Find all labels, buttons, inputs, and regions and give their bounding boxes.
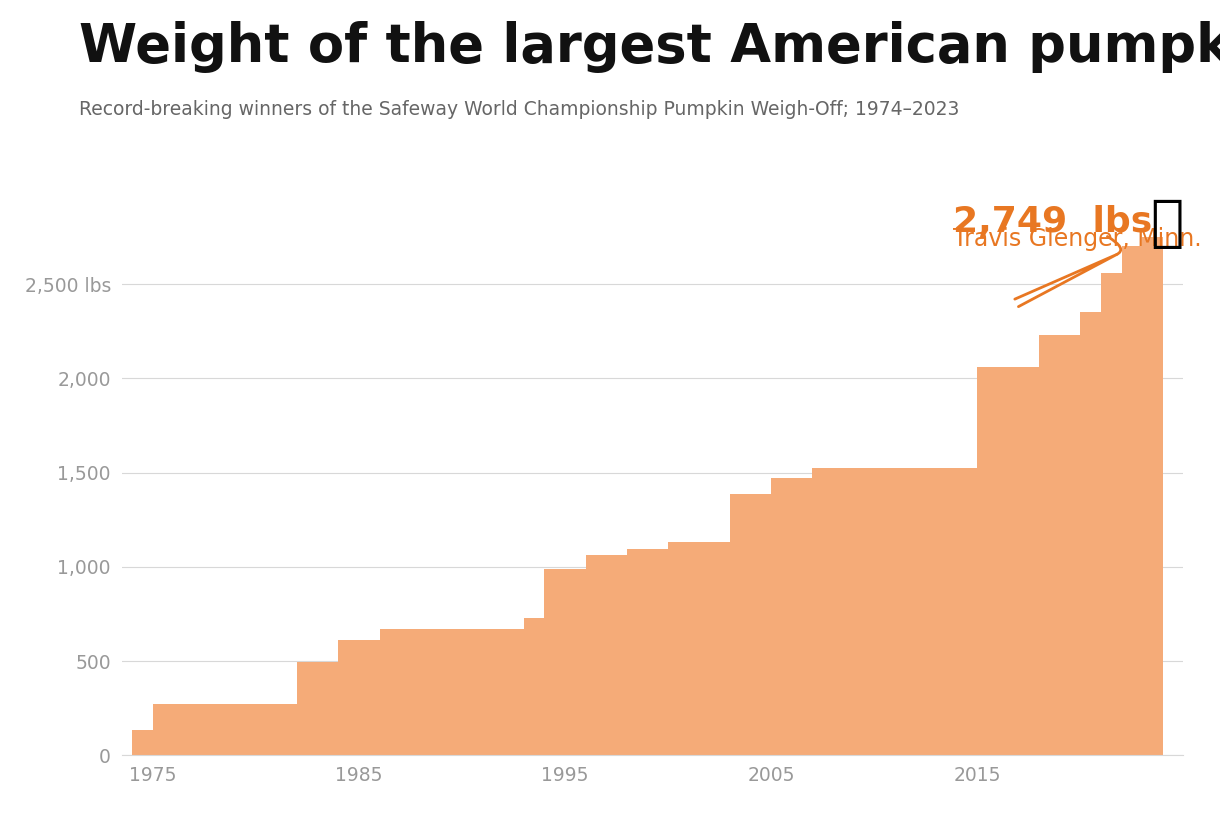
- Bar: [977, 368, 998, 755]
- Bar: [606, 555, 627, 755]
- Bar: [298, 662, 317, 755]
- Bar: [152, 704, 173, 755]
- Bar: [1060, 335, 1081, 755]
- Bar: [730, 494, 750, 755]
- Bar: [1121, 246, 1142, 755]
- Bar: [504, 629, 523, 755]
- Bar: [936, 468, 956, 755]
- Bar: [317, 662, 338, 755]
- Bar: [689, 542, 709, 755]
- Text: 2,749  lbs: 2,749 lbs: [953, 205, 1152, 239]
- Bar: [1081, 312, 1100, 755]
- Bar: [1100, 273, 1121, 755]
- Bar: [442, 629, 462, 755]
- Text: Weight of the largest American pumpkin: Weight of the largest American pumpkin: [79, 21, 1220, 73]
- Bar: [627, 549, 648, 755]
- Bar: [483, 629, 504, 755]
- Bar: [565, 569, 586, 755]
- Bar: [462, 629, 483, 755]
- Bar: [338, 640, 359, 755]
- Bar: [1019, 368, 1039, 755]
- Bar: [669, 542, 689, 755]
- Bar: [956, 468, 977, 755]
- Bar: [833, 468, 854, 755]
- Text: Record‑breaking winners of the Safeway World Championship Pumpkin Weigh‑Off; 197: Record‑breaking winners of the Safeway W…: [79, 100, 960, 119]
- Bar: [132, 730, 152, 755]
- Bar: [875, 468, 894, 755]
- Bar: [750, 494, 771, 755]
- Bar: [586, 555, 606, 755]
- Bar: [813, 468, 833, 755]
- Bar: [400, 629, 421, 755]
- Bar: [792, 478, 813, 755]
- Bar: [1142, 237, 1163, 755]
- Bar: [215, 704, 235, 755]
- Text: Travis Gienger, Minn.: Travis Gienger, Minn.: [953, 227, 1202, 251]
- Bar: [194, 704, 215, 755]
- Bar: [379, 629, 400, 755]
- Bar: [421, 629, 442, 755]
- Bar: [1039, 335, 1060, 755]
- Bar: [998, 368, 1019, 755]
- Bar: [915, 468, 936, 755]
- Bar: [523, 618, 544, 755]
- Bar: [277, 704, 298, 755]
- Bar: [771, 478, 792, 755]
- Bar: [359, 640, 379, 755]
- Bar: [854, 468, 875, 755]
- Bar: [894, 468, 915, 755]
- Text: 🎃: 🎃: [1150, 197, 1183, 251]
- Bar: [544, 569, 565, 755]
- Bar: [235, 704, 256, 755]
- Bar: [256, 704, 277, 755]
- Bar: [173, 704, 194, 755]
- Bar: [709, 542, 730, 755]
- Bar: [648, 549, 669, 755]
